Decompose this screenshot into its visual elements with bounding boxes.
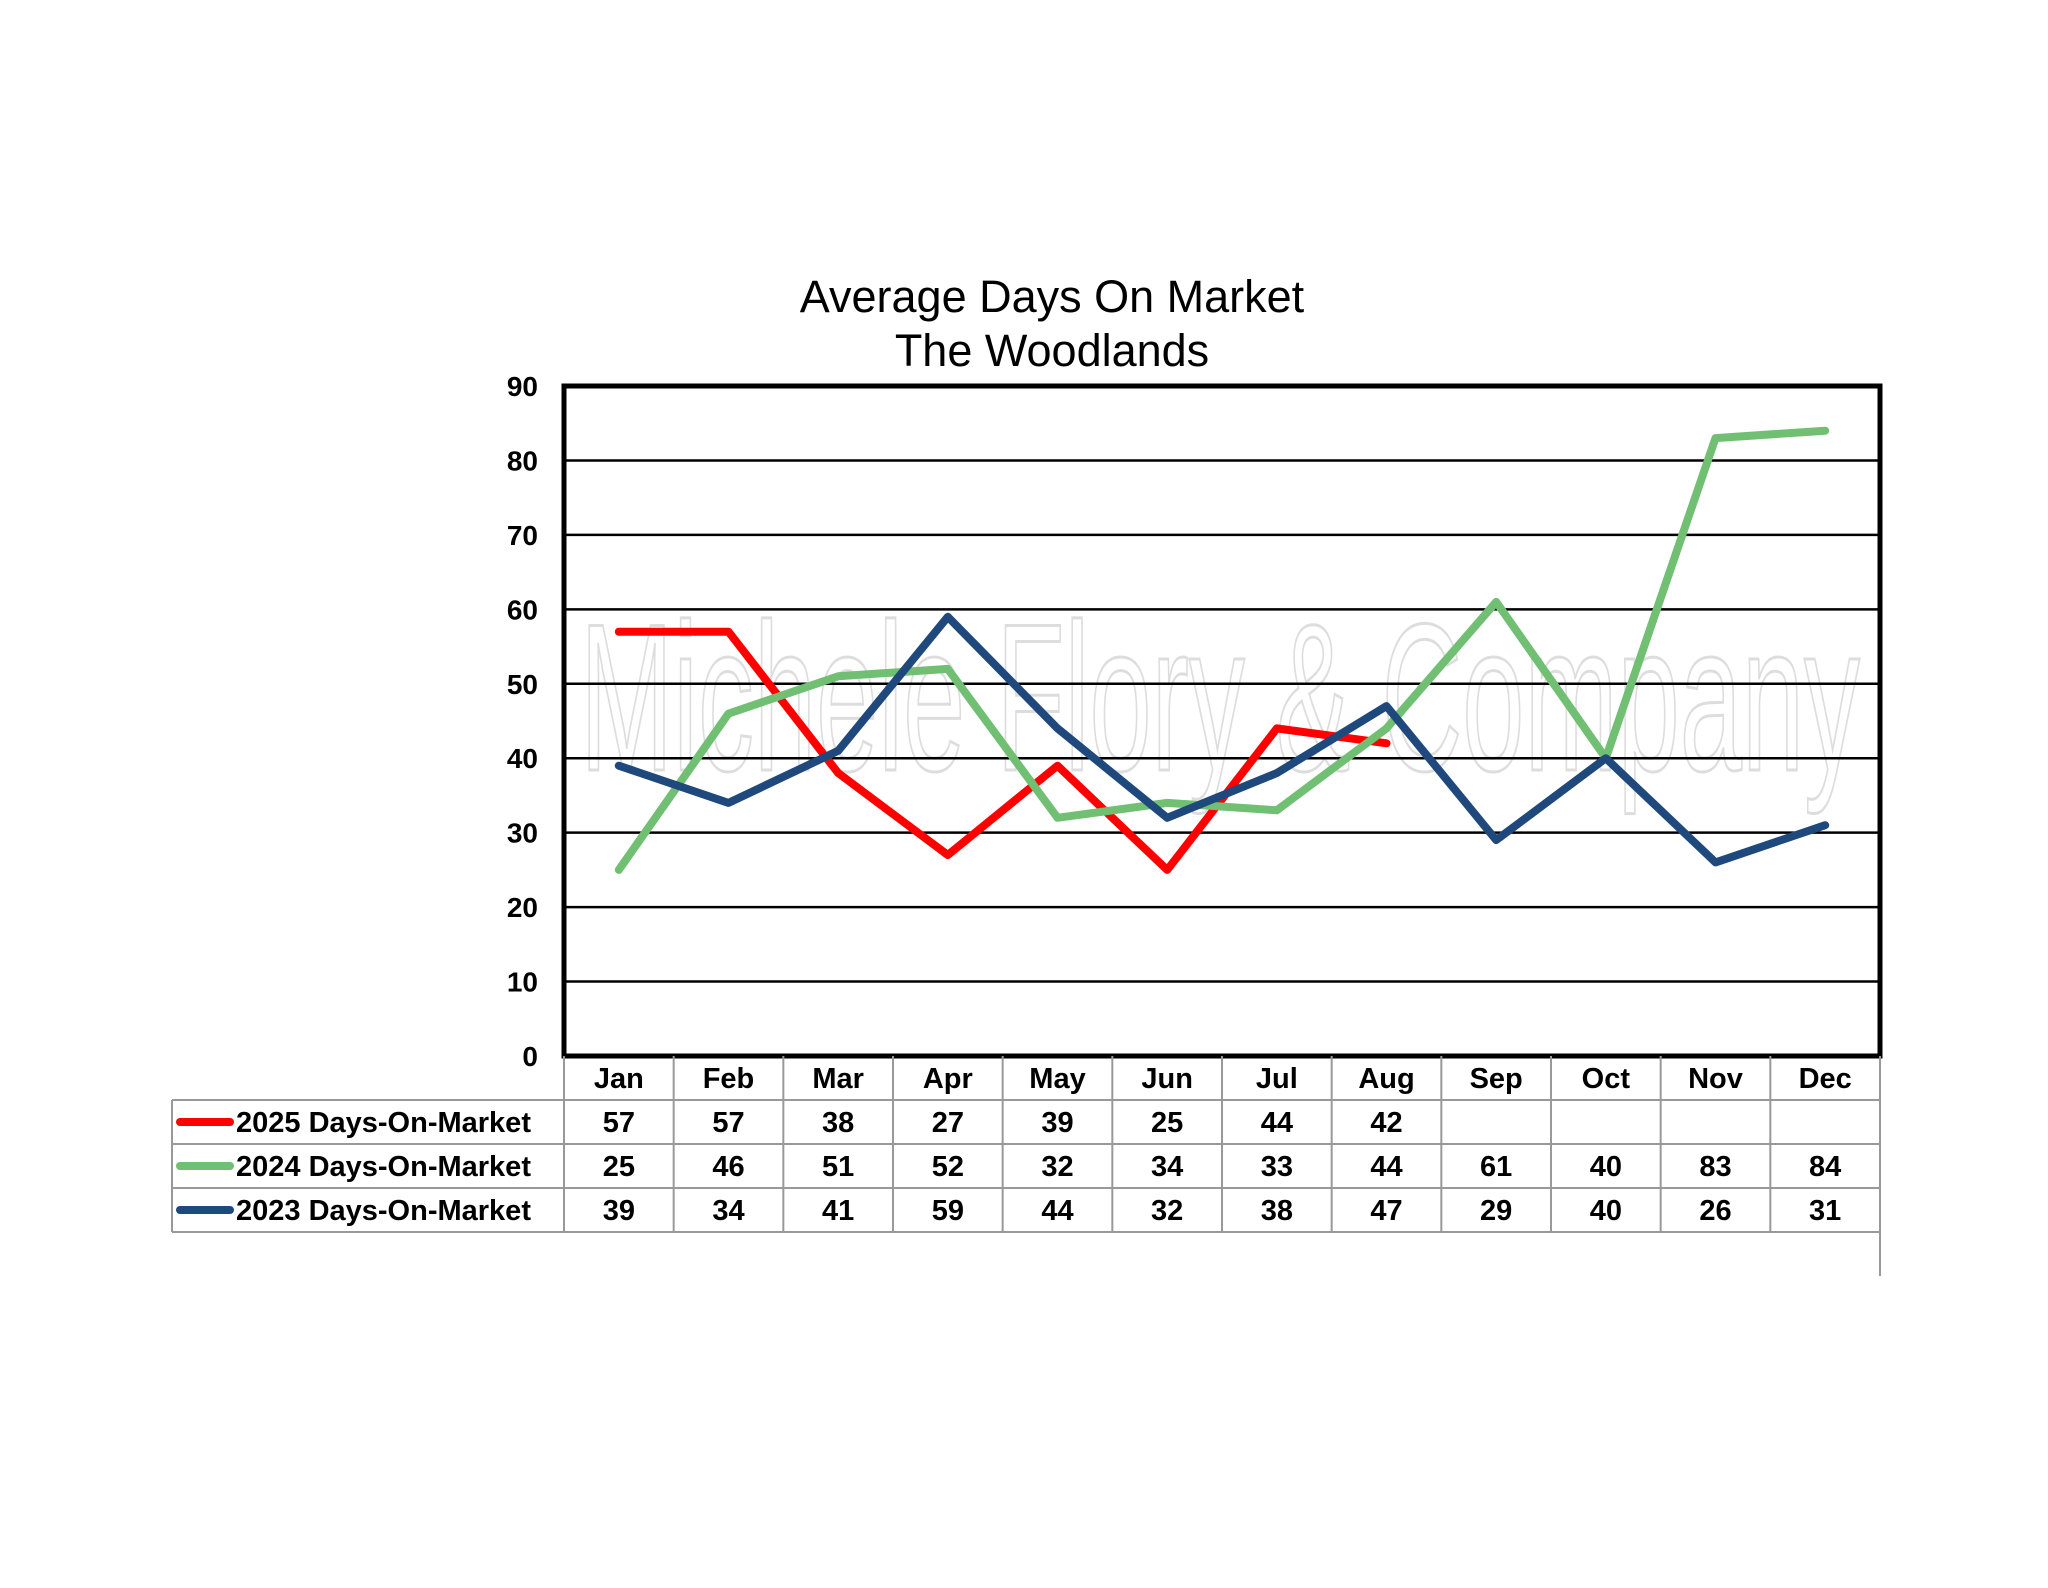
chart-title: Average Days On Market <box>800 271 1305 322</box>
y-tick-label: 0 <box>522 1041 538 1072</box>
data-table-cell: 57 <box>712 1107 744 1139</box>
x-tick-label: Mar <box>812 1063 864 1095</box>
y-tick-label: 40 <box>507 743 538 774</box>
data-table-cell: 27 <box>932 1107 964 1139</box>
y-tick-label: 80 <box>507 445 538 476</box>
data-table-cell: 38 <box>1261 1195 1293 1227</box>
chart-subtitle: The Woodlands <box>895 325 1209 376</box>
data-table-cell: 25 <box>603 1151 635 1183</box>
y-tick-label: 60 <box>507 594 538 625</box>
y-tick-label: 90 <box>507 371 538 402</box>
y-tick-label: 30 <box>507 818 538 849</box>
x-tick-label: Feb <box>703 1063 755 1095</box>
y-tick-label: 10 <box>507 967 538 998</box>
x-tick-label: Oct <box>1582 1063 1631 1095</box>
data-table: Jan Feb Mar Apr May Jun Jul Aug Sep Oct Nov Dec 2025… <box>171 1056 1881 1276</box>
x-tick-label: Jan <box>594 1063 644 1095</box>
x-tick-label: Jul <box>1256 1063 1298 1095</box>
data-table-cell: 26 <box>1699 1195 1731 1227</box>
data-table-cell: 47 <box>1370 1195 1402 1227</box>
data-table-cell: 32 <box>1041 1151 1073 1183</box>
y-tick-label: 70 <box>507 520 538 551</box>
series-lines <box>614 426 1830 874</box>
x-tick-label: Sep <box>1470 1063 1523 1095</box>
x-tick-label: Nov <box>1688 1063 1743 1095</box>
data-table-cell: 51 <box>822 1151 854 1183</box>
data-table-cell: 59 <box>932 1195 964 1227</box>
data-table-cell: 31 <box>1809 1195 1841 1227</box>
data-table-cell: 34 <box>1151 1151 1183 1183</box>
data-table-cell: 44 <box>1261 1107 1293 1139</box>
x-tick-label: Aug <box>1358 1063 1414 1095</box>
legend-entry: 2024 Days-On-Market <box>236 1151 531 1183</box>
gridlines <box>564 459 1880 983</box>
data-table-cell: 44 <box>1041 1195 1073 1227</box>
data-table-cell: 40 <box>1590 1151 1622 1183</box>
data-table-cell: 32 <box>1151 1195 1183 1227</box>
x-tick-label: Apr <box>923 1063 973 1095</box>
data-table-cell: 38 <box>822 1107 854 1139</box>
x-tick-label: May <box>1029 1063 1085 1095</box>
data-table-cell: 42 <box>1370 1107 1402 1139</box>
x-tick-label: Jun <box>1141 1063 1193 1095</box>
y-tick-label: 20 <box>507 892 538 923</box>
y-axis-tick-labels: 0 10 20 30 40 50 60 70 80 90 <box>507 371 538 1072</box>
data-table-cell: 34 <box>712 1195 744 1227</box>
data-table-cell: 25 <box>1151 1107 1183 1139</box>
data-table-cell: 33 <box>1261 1151 1293 1183</box>
legend-entry: 2025 Days-On-Market <box>236 1107 531 1139</box>
data-table-cell: 39 <box>603 1195 635 1227</box>
series-line <box>614 627 1391 874</box>
y-tick-label: 50 <box>507 669 538 700</box>
data-table-cell: 29 <box>1480 1195 1512 1227</box>
data-table-cell: 83 <box>1699 1151 1731 1183</box>
data-table-cell: 61 <box>1480 1151 1512 1183</box>
data-table-cell: 41 <box>822 1195 854 1227</box>
data-table-cell: 84 <box>1809 1151 1841 1183</box>
series-line <box>614 612 1830 867</box>
data-table-cell: 46 <box>712 1151 744 1183</box>
legend-entry: 2023 Days-On-Market <box>236 1195 531 1227</box>
data-table-cell: 57 <box>603 1107 635 1139</box>
x-tick-label: Dec <box>1799 1063 1852 1095</box>
data-table-cell: 40 <box>1590 1195 1622 1227</box>
data-table-cell: 39 <box>1041 1107 1073 1139</box>
data-table-cell: 44 <box>1370 1151 1402 1183</box>
data-table-cell: 52 <box>932 1151 964 1183</box>
series-line <box>614 426 1830 874</box>
